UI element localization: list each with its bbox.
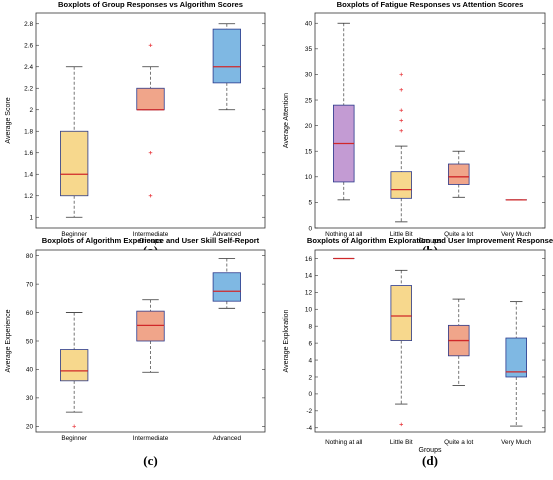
box-iqr xyxy=(60,131,87,196)
chart-title: Boxplots of Fatigue Responses vs Attenti… xyxy=(337,0,524,9)
y-tick-label: 5 xyxy=(308,200,312,207)
y-tick-label: 15 xyxy=(305,149,313,156)
y-tick-label: 20 xyxy=(26,424,34,431)
box-iqr xyxy=(137,88,164,110)
chart-title: Boxplots of Algorithm Experience and Use… xyxy=(42,236,260,245)
y-tick-label: 0 xyxy=(308,225,312,232)
y-tick-label: 30 xyxy=(26,395,34,402)
chart-panel-1: Boxplots of Group Responses vs Algorithm… xyxy=(5,0,265,258)
y-tick-label: -2 xyxy=(306,408,312,415)
y-tick-label: 70 xyxy=(26,281,34,288)
box-iqr xyxy=(60,350,87,381)
box-iqr xyxy=(391,286,412,341)
y-tick-label: 16 xyxy=(305,256,313,263)
y-tick-label: 14 xyxy=(305,273,313,280)
box-iqr xyxy=(213,273,240,301)
y-tick-label: 2 xyxy=(308,374,312,381)
y-tick-label: 2.4 xyxy=(24,64,33,71)
y-tick-label: 2.6 xyxy=(24,43,33,50)
y-tick-label: 0 xyxy=(308,391,312,398)
y-tick-label: 1.4 xyxy=(24,172,33,179)
y-tick-label: -4 xyxy=(306,425,312,432)
box-iqr xyxy=(506,338,527,377)
y-tick-label: 8 xyxy=(308,323,312,330)
x-tick-label: Advanced xyxy=(213,435,242,442)
y-tick-label: 40 xyxy=(305,21,313,28)
x-tick-label: Beginner xyxy=(61,435,87,442)
y-tick-label: 10 xyxy=(305,307,313,314)
x-tick-label: Nothing at all xyxy=(325,439,362,446)
y-tick-label: 35 xyxy=(305,46,313,53)
y-tick-label: 20 xyxy=(305,123,313,130)
y-tick-label: 30 xyxy=(305,72,313,79)
y-tick-label: 12 xyxy=(305,290,313,297)
y-tick-label: 1.8 xyxy=(24,129,33,136)
y-tick-label: 25 xyxy=(305,97,313,104)
y-tick-label: 60 xyxy=(26,310,34,317)
x-tick-label: Intermediate xyxy=(133,435,169,442)
y-axis-label: Average Score xyxy=(5,97,12,143)
y-axis-label: Average Exploration xyxy=(283,309,290,372)
panel-caption: (c) xyxy=(143,453,157,468)
box-iqr xyxy=(448,164,469,184)
y-tick-label: 1.2 xyxy=(24,193,33,200)
y-tick-label: 2 xyxy=(29,107,33,114)
y-tick-label: 1 xyxy=(29,215,33,222)
x-tick-label: Very Much xyxy=(501,439,532,446)
y-tick-label: 10 xyxy=(305,174,313,181)
x-tick-label: Little Bit xyxy=(390,439,413,446)
y-axis-label: Average Experience xyxy=(5,309,12,372)
chart-panel-2: Boxplots of Fatigue Responses vs Attenti… xyxy=(283,0,545,258)
box-iqr xyxy=(391,172,412,199)
y-axis-label: Average Attention xyxy=(283,93,290,148)
y-tick-label: 6 xyxy=(308,340,312,347)
panel-caption: (d) xyxy=(422,453,438,468)
box-iqr xyxy=(213,29,240,83)
box-iqr xyxy=(137,311,164,341)
chart-title: Boxplots of Algorithm Exploration and Us… xyxy=(307,236,553,245)
y-tick-label: 80 xyxy=(26,253,34,260)
y-tick-label: 40 xyxy=(26,367,34,374)
y-tick-label: 4 xyxy=(308,357,312,364)
y-tick-label: 2.2 xyxy=(24,86,33,93)
y-tick-label: 2.8 xyxy=(24,21,33,28)
y-tick-label: 1.6 xyxy=(24,150,33,157)
x-tick-label: Quite a lot xyxy=(444,439,473,446)
y-tick-label: 50 xyxy=(26,338,34,345)
chart-title: Boxplots of Group Responses vs Algorithm… xyxy=(58,0,243,9)
